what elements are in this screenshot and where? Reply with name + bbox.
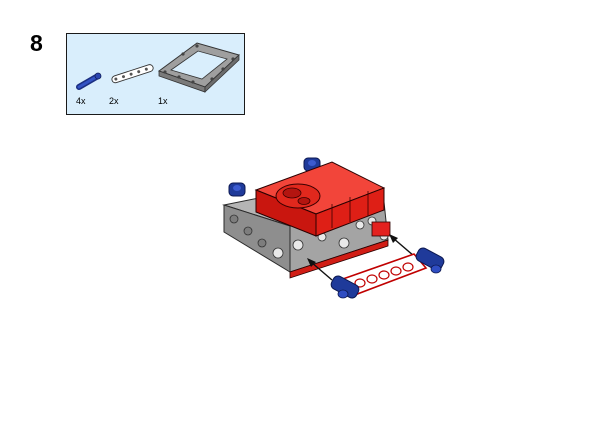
qty-gray-frame: 1x bbox=[158, 96, 168, 106]
red-hub bbox=[254, 161, 391, 237]
blue-pin-part-icon bbox=[76, 72, 102, 90]
arrow-icon bbox=[307, 234, 415, 281]
white-beam-part-icon bbox=[111, 64, 154, 84]
step-number: 8 bbox=[30, 30, 43, 56]
qty-white-beam: 2x bbox=[109, 96, 119, 106]
back-left-pin bbox=[228, 182, 246, 197]
white-beam-assembly bbox=[330, 247, 445, 299]
gray-frame-part-icon bbox=[157, 42, 240, 93]
qty-blue-pin: 4x bbox=[76, 96, 86, 106]
parts-list-box: 4x 2x 1x bbox=[66, 33, 245, 115]
